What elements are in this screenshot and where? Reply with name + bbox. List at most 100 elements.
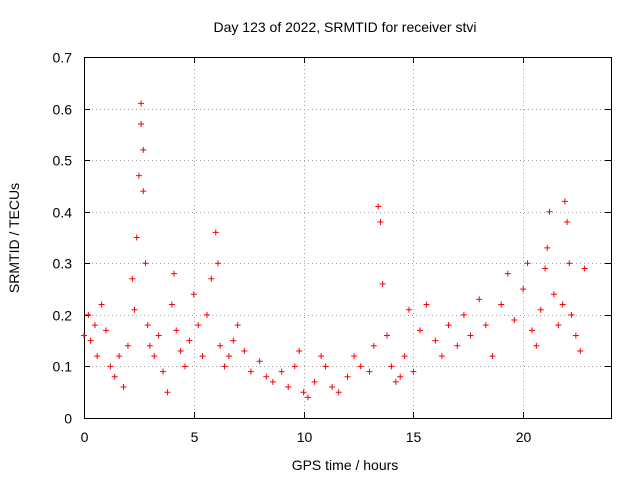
y-tick-label: 0.4 bbox=[53, 205, 73, 221]
data-points bbox=[81, 100, 588, 401]
data-point bbox=[278, 368, 285, 375]
data-point bbox=[221, 363, 228, 370]
y-tick-label: 0.7 bbox=[53, 50, 73, 66]
data-point bbox=[263, 373, 270, 380]
data-point bbox=[524, 260, 531, 267]
x-axis-label: GPS time / hours bbox=[292, 457, 399, 473]
data-point bbox=[568, 311, 575, 318]
x-tick-label: 0 bbox=[81, 429, 89, 445]
data-point bbox=[329, 384, 336, 391]
data-point bbox=[208, 275, 215, 282]
data-point bbox=[94, 353, 101, 360]
data-point bbox=[318, 353, 325, 360]
y-tick-label: 0.6 bbox=[53, 102, 73, 118]
data-point bbox=[217, 342, 224, 349]
data-point bbox=[296, 347, 303, 354]
data-point bbox=[140, 146, 147, 153]
data-point bbox=[129, 275, 136, 282]
data-point bbox=[91, 322, 98, 329]
data-point bbox=[581, 265, 588, 272]
data-point bbox=[164, 389, 171, 396]
data-point bbox=[482, 322, 489, 329]
data-point bbox=[357, 363, 364, 370]
axis-ticks: 0 0.1 0.2 0.3 0.4 0.5 0.6 0.7 0 5 10 15 20 bbox=[53, 50, 611, 445]
y-tick-label: 0.3 bbox=[53, 256, 73, 272]
data-point bbox=[85, 311, 92, 318]
data-point bbox=[195, 322, 202, 329]
data-point bbox=[144, 322, 151, 329]
data-point bbox=[438, 353, 445, 360]
data-point bbox=[269, 378, 276, 385]
data-point bbox=[102, 327, 109, 334]
data-point bbox=[460, 311, 467, 318]
data-point bbox=[559, 301, 566, 308]
data-point bbox=[160, 368, 167, 375]
data-point bbox=[504, 270, 511, 277]
data-point bbox=[190, 291, 197, 298]
data-point bbox=[135, 172, 142, 179]
data-point bbox=[388, 363, 395, 370]
data-point bbox=[351, 353, 358, 360]
data-point bbox=[533, 342, 540, 349]
data-point bbox=[550, 291, 557, 298]
data-point bbox=[401, 353, 408, 360]
data-point bbox=[397, 373, 404, 380]
data-point bbox=[168, 301, 175, 308]
data-point bbox=[546, 208, 553, 215]
data-point bbox=[410, 368, 417, 375]
grid-lines bbox=[84, 57, 611, 418]
data-point bbox=[214, 260, 221, 267]
data-point bbox=[285, 384, 292, 391]
data-point bbox=[445, 322, 452, 329]
data-point bbox=[146, 342, 153, 349]
chart-title: Day 123 of 2022, SRMTID for receiver stv… bbox=[214, 19, 477, 35]
data-point bbox=[230, 337, 237, 344]
data-point bbox=[138, 121, 145, 128]
data-point bbox=[528, 327, 535, 334]
data-point bbox=[120, 384, 127, 391]
x-tick-label: 20 bbox=[516, 429, 532, 445]
data-point bbox=[416, 327, 423, 334]
data-point bbox=[577, 347, 584, 354]
data-point bbox=[182, 363, 189, 370]
data-point bbox=[247, 368, 254, 375]
data-point bbox=[241, 347, 248, 354]
data-point bbox=[138, 100, 145, 107]
data-point bbox=[199, 353, 206, 360]
data-point bbox=[377, 219, 384, 226]
data-point bbox=[375, 203, 382, 210]
data-point bbox=[234, 322, 241, 329]
data-point bbox=[561, 198, 568, 205]
data-point bbox=[131, 306, 138, 313]
x-tick-label: 5 bbox=[191, 429, 199, 445]
data-point bbox=[107, 363, 114, 370]
data-point bbox=[467, 332, 474, 339]
data-point bbox=[423, 301, 430, 308]
data-point bbox=[564, 219, 571, 226]
data-point bbox=[405, 306, 412, 313]
data-point bbox=[476, 296, 483, 303]
x-tick-label: 15 bbox=[406, 429, 422, 445]
data-point bbox=[98, 301, 105, 308]
y-tick-label: 0.5 bbox=[53, 153, 73, 169]
plot-frame bbox=[84, 57, 612, 419]
data-point bbox=[322, 363, 329, 370]
y-tick-label: 0 bbox=[64, 411, 72, 427]
data-point bbox=[542, 265, 549, 272]
y-axis-label: SRMTID / TECUs bbox=[6, 183, 22, 293]
data-point bbox=[392, 378, 399, 385]
data-point bbox=[256, 358, 263, 365]
data-point bbox=[520, 286, 527, 293]
data-point bbox=[186, 337, 193, 344]
data-point bbox=[155, 332, 162, 339]
data-point bbox=[335, 389, 342, 396]
data-point bbox=[572, 332, 579, 339]
data-point bbox=[151, 353, 158, 360]
data-point bbox=[454, 342, 461, 349]
data-point bbox=[370, 342, 377, 349]
data-point bbox=[300, 389, 307, 396]
data-point bbox=[140, 188, 147, 195]
y-tick-label: 0.2 bbox=[53, 308, 73, 324]
data-point bbox=[304, 394, 311, 401]
data-point bbox=[511, 317, 518, 324]
